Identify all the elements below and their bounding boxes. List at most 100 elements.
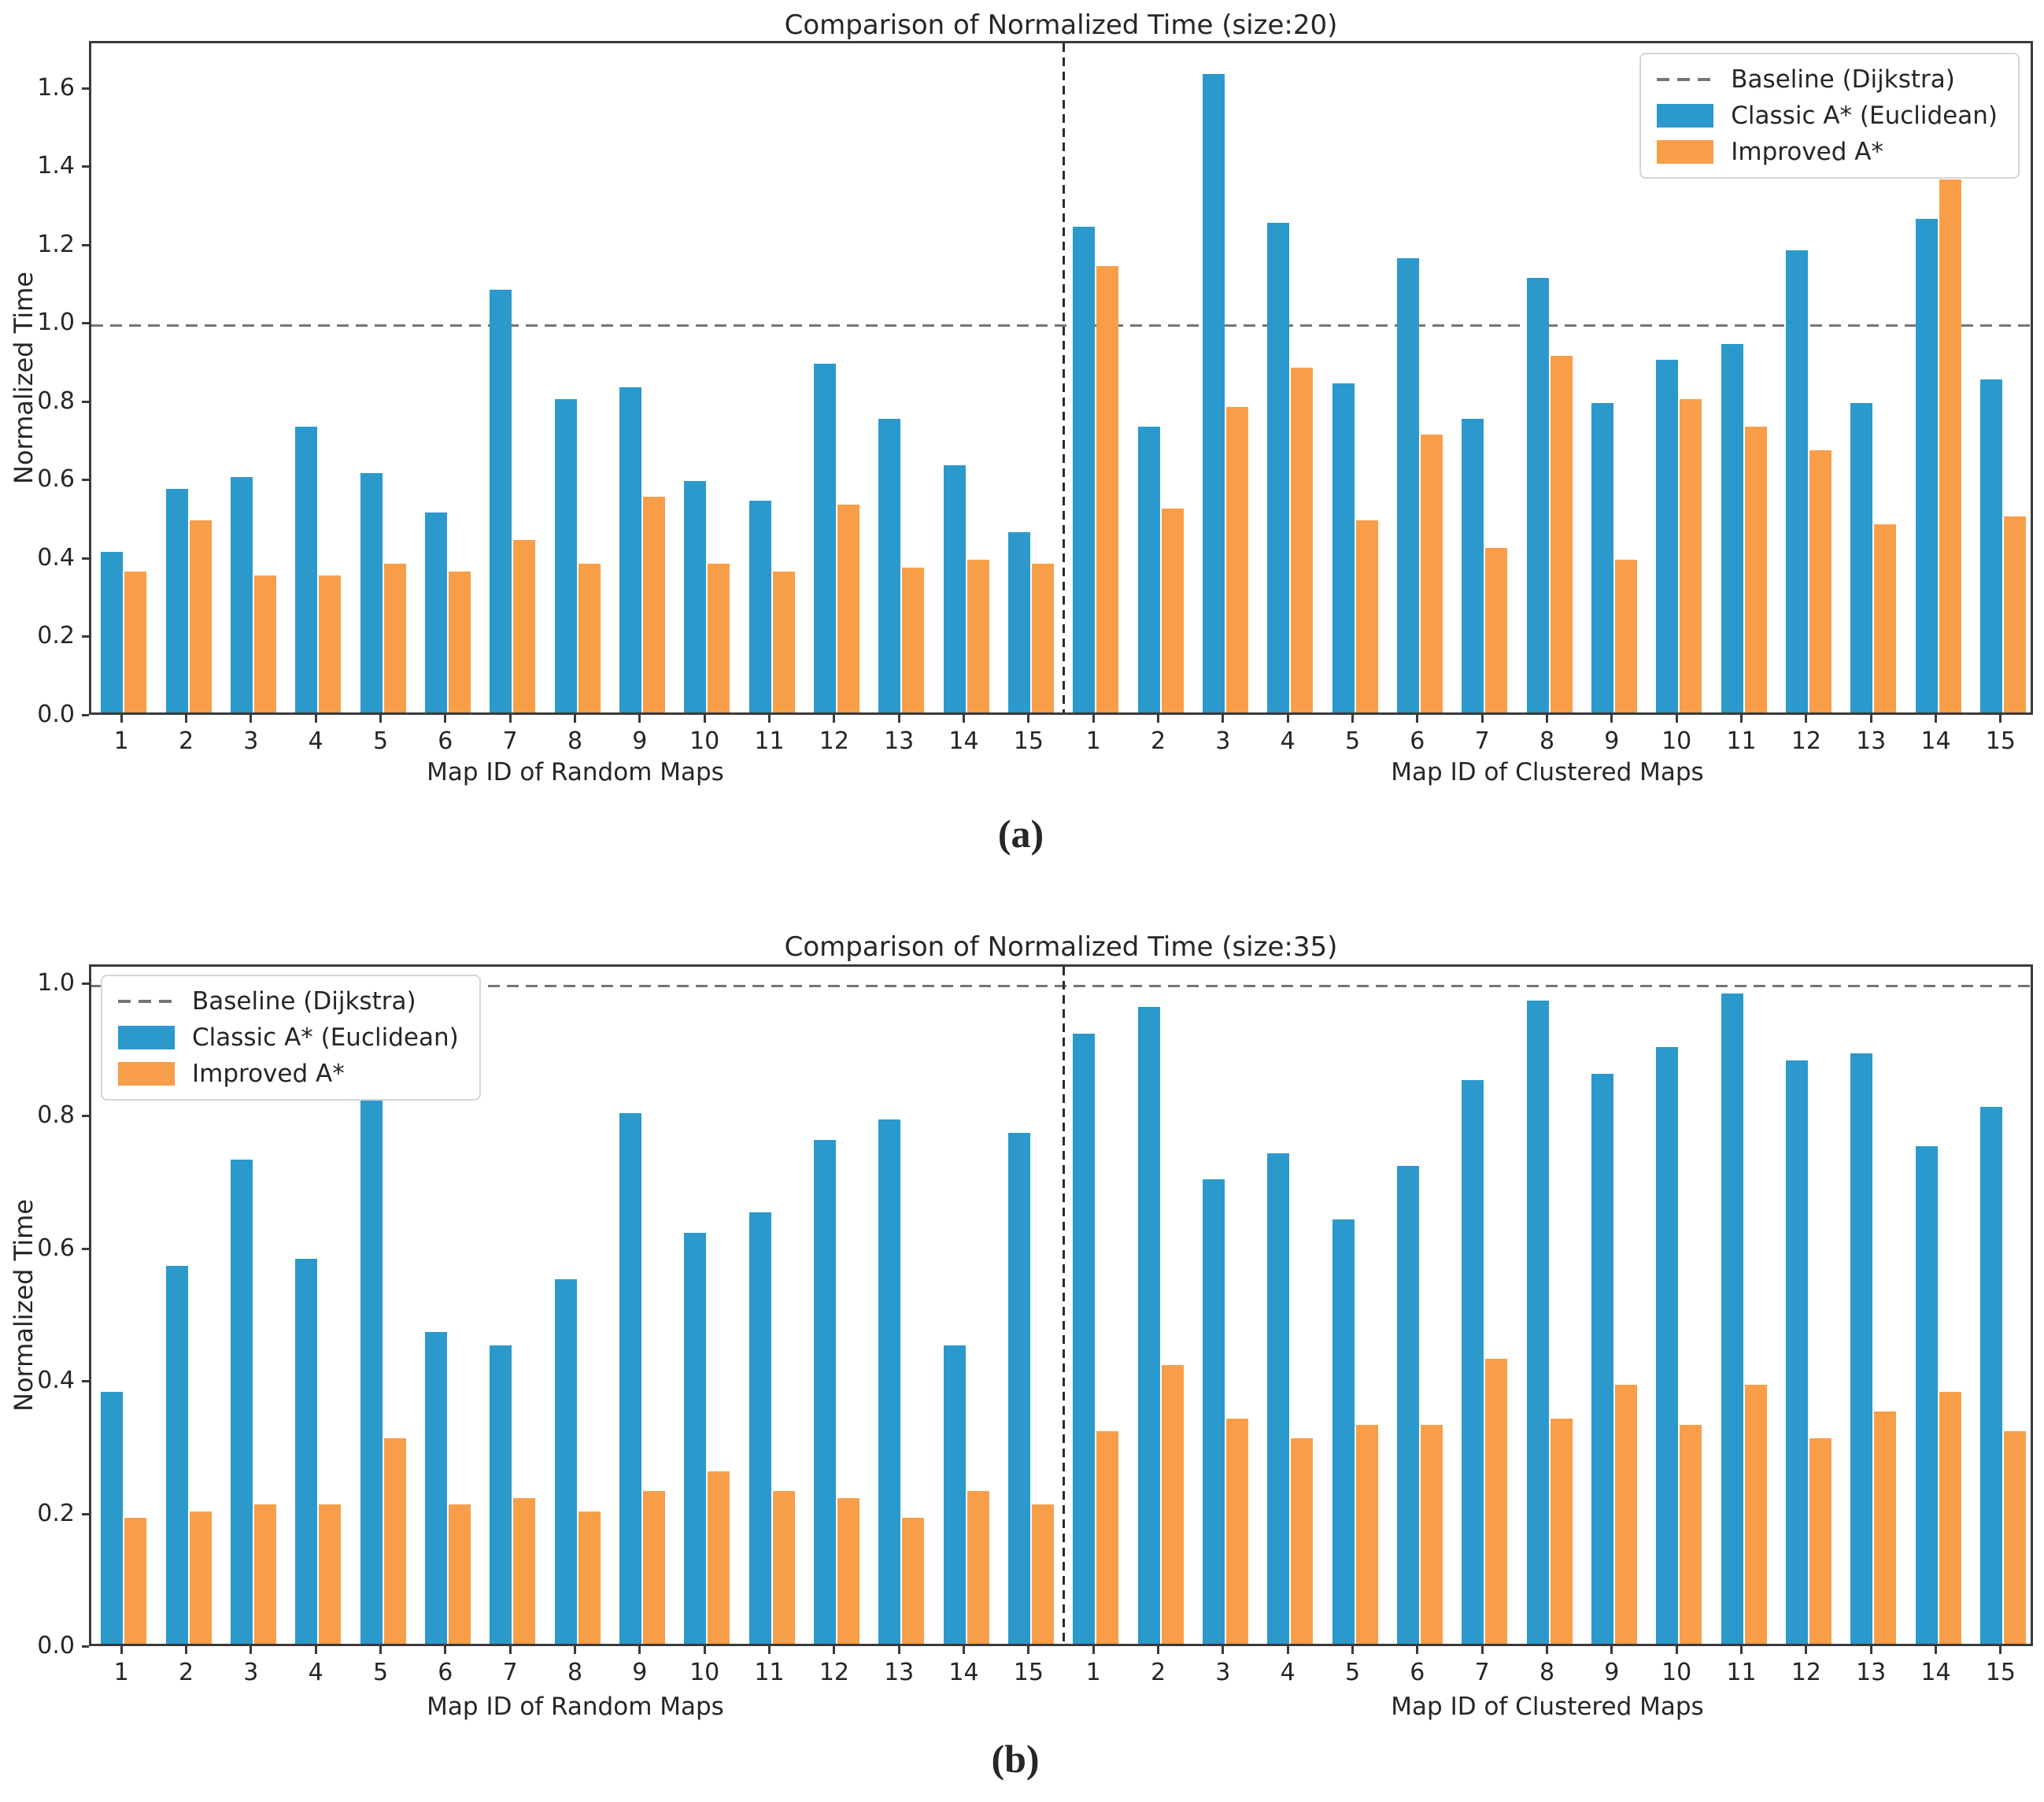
bar-improved-b-g1-4 [319, 1504, 341, 1644]
chart-b-legend: Baseline (Dijkstra) Classic A* (Euclidea… [101, 975, 481, 1101]
x-tick-mark [703, 1646, 706, 1654]
bar-classic-b-g2-4 [1267, 1153, 1289, 1644]
baseline-dash-icon [1657, 78, 1714, 81]
bar-classic-b-g2-3 [1203, 1179, 1225, 1644]
x-tick-label: 10 [689, 1659, 720, 1686]
bar-classic-b-g1-10 [684, 1233, 706, 1644]
x-tick-label: 4 [308, 727, 323, 755]
baseline-dash-icon [118, 1000, 175, 1003]
chart-b-xlabel-random: Map ID of Random Maps [427, 1693, 724, 1721]
bar-improved-b-g2-13 [1874, 1412, 1896, 1644]
group-divider-dashed-line [1062, 967, 1065, 1644]
x-tick-mark [1286, 715, 1289, 723]
bar-classic-a-g1-4 [295, 427, 317, 712]
bar-classic-b-g1-15 [1008, 1133, 1030, 1644]
x-tick-label: 4 [1280, 727, 1296, 755]
x-tick-mark [963, 715, 965, 723]
bar-classic-a-g1-7 [490, 290, 512, 712]
y-tick-label: 0.0 [37, 701, 75, 728]
chart-b-plot-area: Baseline (Dijkstra) Classic A* (Euclidea… [89, 964, 2033, 1646]
x-tick-mark [1740, 1646, 1743, 1654]
bar-improved-a-g2-9 [1615, 560, 1637, 712]
bar-classic-b-g2-15 [1980, 1107, 2002, 1644]
x-tick-mark [1092, 715, 1095, 723]
bar-classic-b-g2-6 [1397, 1166, 1419, 1644]
legend-label: Improved A* [192, 1060, 345, 1088]
x-tick-mark [379, 715, 382, 723]
chart-b-xlabel-clustered: Map ID of Clustered Maps [1391, 1693, 1704, 1721]
x-tick-mark [1869, 715, 1872, 723]
bar-classic-b-g2-10 [1656, 1047, 1678, 1644]
chart-a-plot-area: Baseline (Dijkstra) Classic A* (Euclidea… [89, 41, 2033, 715]
x-tick-label: 8 [1539, 1659, 1555, 1686]
bar-classic-a-g2-13 [1850, 403, 1872, 712]
x-tick-mark [1999, 715, 2002, 723]
y-tick-label: 0.2 [37, 1499, 75, 1527]
y-tick-mark [82, 557, 89, 560]
bar-improved-a-g1-8 [578, 564, 601, 712]
bar-classic-a-g1-6 [425, 512, 447, 712]
y-tick-label: 0.0 [37, 1632, 75, 1660]
chart-a-caption: (a) [997, 812, 1044, 856]
bar-classic-b-g2-11 [1721, 994, 1743, 1644]
x-tick-mark [1675, 1646, 1678, 1654]
bar-improved-b-g2-1 [1096, 1431, 1118, 1644]
y-tick-mark [82, 322, 89, 325]
improved-swatch-icon [118, 1062, 175, 1086]
y-tick-label: 0.8 [37, 387, 75, 415]
bar-improved-a-g1-7 [513, 540, 535, 712]
x-tick-label: 5 [1344, 1659, 1361, 1686]
x-tick-mark [1546, 715, 1548, 723]
x-tick-label: 7 [502, 1659, 518, 1686]
bar-improved-b-g2-15 [2004, 1431, 2026, 1644]
x-tick-label: 9 [1604, 727, 1620, 755]
x-tick-label: 5 [1344, 727, 1361, 755]
legend-label: Baseline (Dijkstra) [192, 987, 416, 1016]
x-tick-label: 7 [502, 727, 518, 755]
bar-improved-a-g2-7 [1485, 548, 1507, 712]
x-tick-label: 3 [243, 727, 259, 755]
y-tick-mark [82, 635, 89, 638]
x-tick-label: 7 [1474, 727, 1490, 755]
x-tick-mark [185, 715, 187, 723]
bar-improved-a-g1-9 [643, 497, 665, 712]
bar-improved-b-g1-15 [1032, 1504, 1054, 1644]
bar-classic-b-g1-1 [101, 1392, 123, 1644]
y-tick-label: 0.8 [37, 1101, 75, 1130]
legend-item-improved: Improved A* [1657, 138, 1998, 166]
bar-classic-a-g1-9 [619, 387, 641, 712]
x-tick-label: 15 [1985, 1659, 2016, 1686]
bar-improved-a-g2-1 [1096, 266, 1118, 712]
bar-improved-a-g1-15 [1032, 564, 1054, 712]
x-tick-mark [703, 715, 706, 723]
bar-improved-b-g1-14 [967, 1491, 989, 1644]
baseline-dashed-line [91, 324, 2031, 327]
y-tick-mark [82, 87, 89, 90]
legend-label: Baseline (Dijkstra) [1731, 65, 1955, 94]
bar-classic-b-g1-12 [814, 1140, 836, 1644]
bar-improved-b-g2-10 [1680, 1425, 1702, 1644]
x-tick-mark [1286, 1646, 1289, 1654]
x-tick-mark [444, 715, 447, 723]
y-tick-mark [82, 1115, 89, 1118]
bar-improved-a-g1-6 [449, 572, 471, 712]
bar-classic-a-g1-2 [166, 489, 188, 712]
bar-improved-b-g2-3 [1226, 1419, 1248, 1644]
bar-classic-a-g1-1 [101, 552, 123, 712]
x-tick-mark [833, 1646, 836, 1654]
x-tick-mark [1805, 715, 1808, 723]
legend-item-improved: Improved A* [118, 1060, 459, 1088]
x-tick-mark [1869, 1646, 1872, 1654]
bar-improved-a-g2-5 [1356, 520, 1378, 712]
bar-classic-b-g1-11 [749, 1212, 771, 1644]
bar-improved-a-g1-4 [319, 575, 341, 712]
x-tick-mark [897, 1646, 900, 1654]
chart-a-xlabel-clustered: Map ID of Clustered Maps [1391, 758, 1704, 786]
x-tick-label: 12 [1791, 1659, 1821, 1686]
x-tick-mark [1351, 715, 1354, 723]
bar-classic-a-g2-9 [1591, 403, 1613, 712]
x-tick-mark [1157, 1646, 1159, 1654]
x-tick-mark [897, 715, 900, 723]
